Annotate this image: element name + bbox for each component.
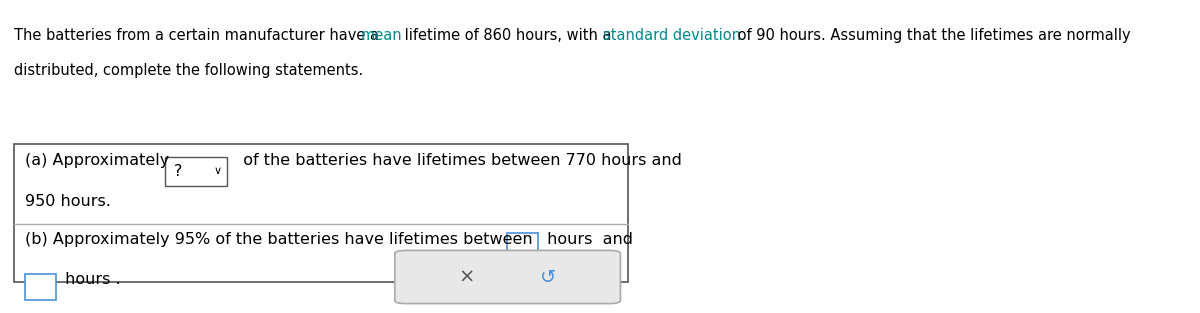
FancyBboxPatch shape	[13, 144, 629, 282]
Text: lifetime of 860 hours, with a: lifetime of 860 hours, with a	[400, 28, 617, 43]
Text: distributed, complete the following statements.: distributed, complete the following stat…	[13, 63, 362, 78]
Text: of 90 hours. Assuming that the lifetimes are normally: of 90 hours. Assuming that the lifetimes…	[733, 28, 1130, 43]
Text: mean: mean	[361, 28, 403, 43]
Text: 950 hours.: 950 hours.	[25, 194, 110, 209]
FancyBboxPatch shape	[25, 274, 56, 300]
FancyBboxPatch shape	[395, 250, 620, 304]
FancyBboxPatch shape	[506, 233, 539, 260]
Text: (b) Approximately 95% of the batteries have lifetimes between: (b) Approximately 95% of the batteries h…	[25, 232, 538, 247]
Text: standard deviation: standard deviation	[604, 28, 742, 43]
Text: ↺: ↺	[540, 268, 557, 286]
Text: hours .: hours .	[60, 272, 120, 287]
FancyBboxPatch shape	[166, 156, 227, 186]
Text: ∨: ∨	[214, 167, 222, 176]
Text: (a) Approximately: (a) Approximately	[25, 153, 174, 168]
Text: ×: ×	[458, 268, 475, 286]
Text: The batteries from a certain manufacturer have a: The batteries from a certain manufacture…	[13, 28, 383, 43]
Text: ?: ?	[174, 164, 182, 179]
Text: hours  and: hours and	[541, 232, 632, 247]
Text: of the batteries have lifetimes between 770 hours and: of the batteries have lifetimes between …	[233, 153, 682, 168]
